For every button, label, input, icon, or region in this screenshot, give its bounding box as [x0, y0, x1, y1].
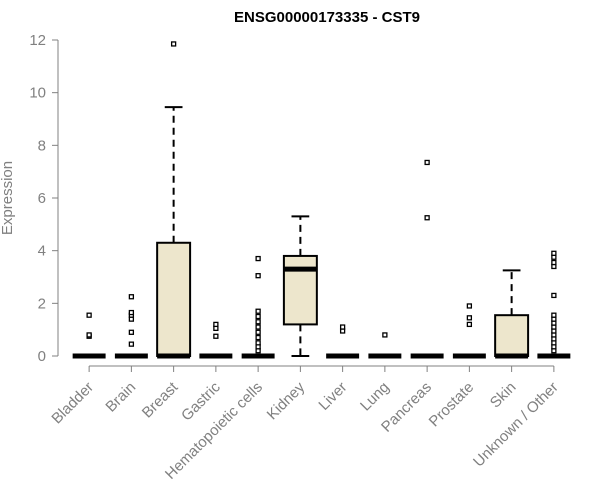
outlier-point [128, 309, 135, 316]
chart-title: ENSG00000173335 - CST9 [234, 9, 420, 26]
outlier-point [128, 294, 135, 300]
x-tick-label: Brain [102, 379, 139, 416]
outlier-point [255, 273, 261, 279]
outlier-point [382, 332, 388, 338]
outlier-point [86, 332, 92, 338]
box-breast [156, 41, 192, 359]
outlier-point [339, 324, 346, 330]
outlier-point [213, 333, 219, 339]
y-axis: 0 2 4 6 8 10 12 [29, 32, 59, 365]
outlier-point [255, 319, 261, 325]
outlier-point [255, 334, 261, 341]
outlier-point [551, 250, 557, 256]
boxes-group [72, 41, 571, 359]
box-kidney [282, 215, 318, 357]
box-bladder [72, 312, 106, 359]
y-tick-label: 12 [29, 32, 46, 49]
box-iqr [494, 314, 530, 357]
outlier-point [255, 313, 261, 320]
outlier-point [466, 321, 473, 328]
outlier-point [128, 341, 135, 347]
outlier-point [551, 312, 557, 318]
x-tick-label: Skin [487, 379, 520, 412]
outlier-point [255, 255, 261, 262]
box-hematopoietic-cells [241, 255, 275, 359]
y-axis-title: Expression [0, 161, 16, 235]
y-tick-label: 6 [38, 190, 46, 207]
outlier-point [466, 303, 473, 309]
x-tick-label: Breast [139, 378, 182, 421]
outlier-point [255, 340, 261, 346]
box-brain [114, 294, 148, 359]
box-gastric [199, 321, 233, 359]
y-tick-label: 8 [38, 137, 46, 154]
y-tick-label: 0 [38, 348, 46, 365]
box-iqr [282, 254, 318, 326]
box-skin [494, 269, 530, 359]
outlier-point [170, 41, 177, 47]
box-pancreas [410, 159, 444, 359]
x-tick-label: Prostate [426, 379, 478, 431]
box-liver [326, 324, 360, 359]
outlier-point [86, 312, 92, 318]
outlier-point [551, 292, 557, 299]
y-tick-label: 4 [38, 243, 46, 260]
x-tick-label: Lung [357, 379, 393, 415]
outlier-point [466, 315, 473, 321]
x-tick-label: Kidney [264, 378, 309, 423]
outlier-point [213, 321, 219, 328]
y-tick-label: 10 [29, 85, 46, 102]
outlier-point [424, 215, 430, 221]
x-tick-label: Bladder [48, 379, 97, 428]
outlier-point [255, 308, 261, 314]
outlier-point [128, 329, 135, 335]
box-lung [368, 332, 402, 359]
outlier-point [424, 159, 430, 166]
outlier-point [255, 329, 261, 335]
outlier-point [551, 259, 557, 266]
box-iqr [156, 241, 192, 357]
y-tick-label: 2 [38, 295, 46, 312]
x-tick-label: Liver [315, 379, 350, 414]
box-prostate [452, 303, 486, 359]
outlier-point [255, 324, 261, 330]
box-unknown-other [537, 250, 571, 359]
